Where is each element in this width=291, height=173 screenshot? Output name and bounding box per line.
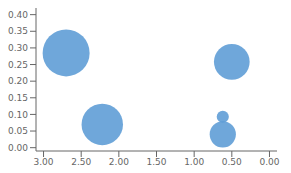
svg-text:0.10: 0.10: [8, 110, 28, 120]
svg-text:2.00: 2.00: [109, 157, 129, 167]
svg-text:0.20: 0.20: [8, 76, 28, 86]
svg-text:0.30: 0.30: [8, 43, 28, 53]
svg-text:1.00: 1.00: [184, 157, 204, 167]
svg-text:0.15: 0.15: [8, 93, 28, 103]
svg-text:2.50: 2.50: [71, 157, 91, 167]
svg-text:0.00: 0.00: [8, 143, 28, 153]
svg-text:1.50: 1.50: [146, 157, 166, 167]
svg-text:0.25: 0.25: [8, 60, 28, 70]
svg-text:0.40: 0.40: [8, 10, 28, 20]
svg-text:0.50: 0.50: [222, 157, 242, 167]
svg-text:3.00: 3.00: [34, 157, 54, 167]
svg-text:0.05: 0.05: [8, 126, 28, 136]
svg-text:0.00: 0.00: [259, 157, 279, 167]
svg-text:0.35: 0.35: [8, 26, 28, 36]
